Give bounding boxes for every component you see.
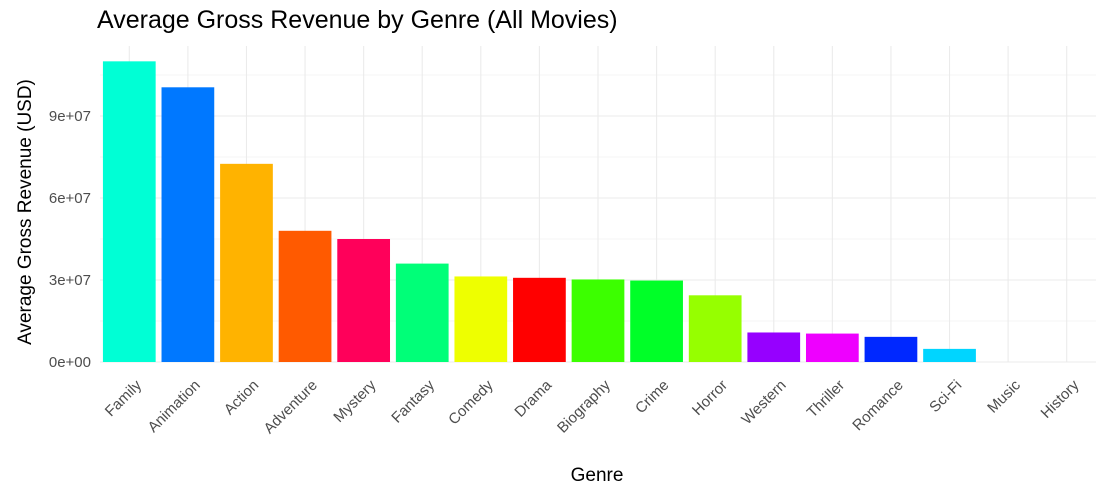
y-axis-ticks: 0e+00 3e+07 6e+07 9e+07 (49, 108, 91, 371)
x-tick-label: Music (984, 376, 1024, 416)
bar-animation (161, 87, 215, 363)
bar-thriller (805, 333, 859, 362)
y-tick-label: 0e+00 (49, 354, 91, 371)
x-tick-label: Sci-Fi (926, 377, 965, 416)
x-tick-label: Mystery (330, 376, 379, 425)
bar-crime (630, 280, 683, 362)
bar-action (220, 163, 273, 362)
bar-horror (688, 295, 742, 362)
bars (102, 61, 976, 363)
bar-comedy (454, 276, 508, 362)
bar-family (102, 61, 156, 362)
x-tick-label: Action (221, 377, 263, 419)
x-axis-title: Genre (571, 465, 624, 486)
x-tick-label: Comedy (445, 376, 497, 428)
x-tick-label: Biography (554, 376, 614, 436)
x-tick-label: Adventure (261, 377, 321, 437)
bar-fantasy (395, 263, 449, 362)
x-tick-label: Fantasy (388, 376, 438, 426)
y-tick-label: 9e+07 (49, 108, 91, 125)
x-tick-label: Horror (689, 377, 731, 419)
x-tick-label: Animation (145, 377, 204, 436)
bar-biography (571, 279, 625, 362)
x-tick-label: Western (738, 377, 789, 428)
x-tick-label: History (1038, 376, 1083, 421)
x-tick-label: Family (102, 376, 146, 420)
bar-sci-fi (923, 348, 976, 362)
bar-drama (513, 277, 566, 362)
chart-title: Average Gross Revenue by Genre (All Movi… (97, 6, 618, 34)
x-tick-label: Thriller (804, 377, 848, 421)
x-tick-label: Crime (632, 377, 672, 417)
bar-western (747, 332, 801, 362)
bar-mystery (337, 239, 391, 362)
x-tick-label: Romance (849, 377, 906, 434)
y-axis-title: Average Gross Revenue (USD) (15, 79, 36, 345)
bar-romance (864, 336, 918, 362)
bar-adventure (278, 230, 332, 362)
x-tick-label: Drama (511, 376, 555, 420)
y-tick-label: 6e+07 (49, 190, 91, 207)
y-tick-label: 3e+07 (49, 272, 91, 289)
